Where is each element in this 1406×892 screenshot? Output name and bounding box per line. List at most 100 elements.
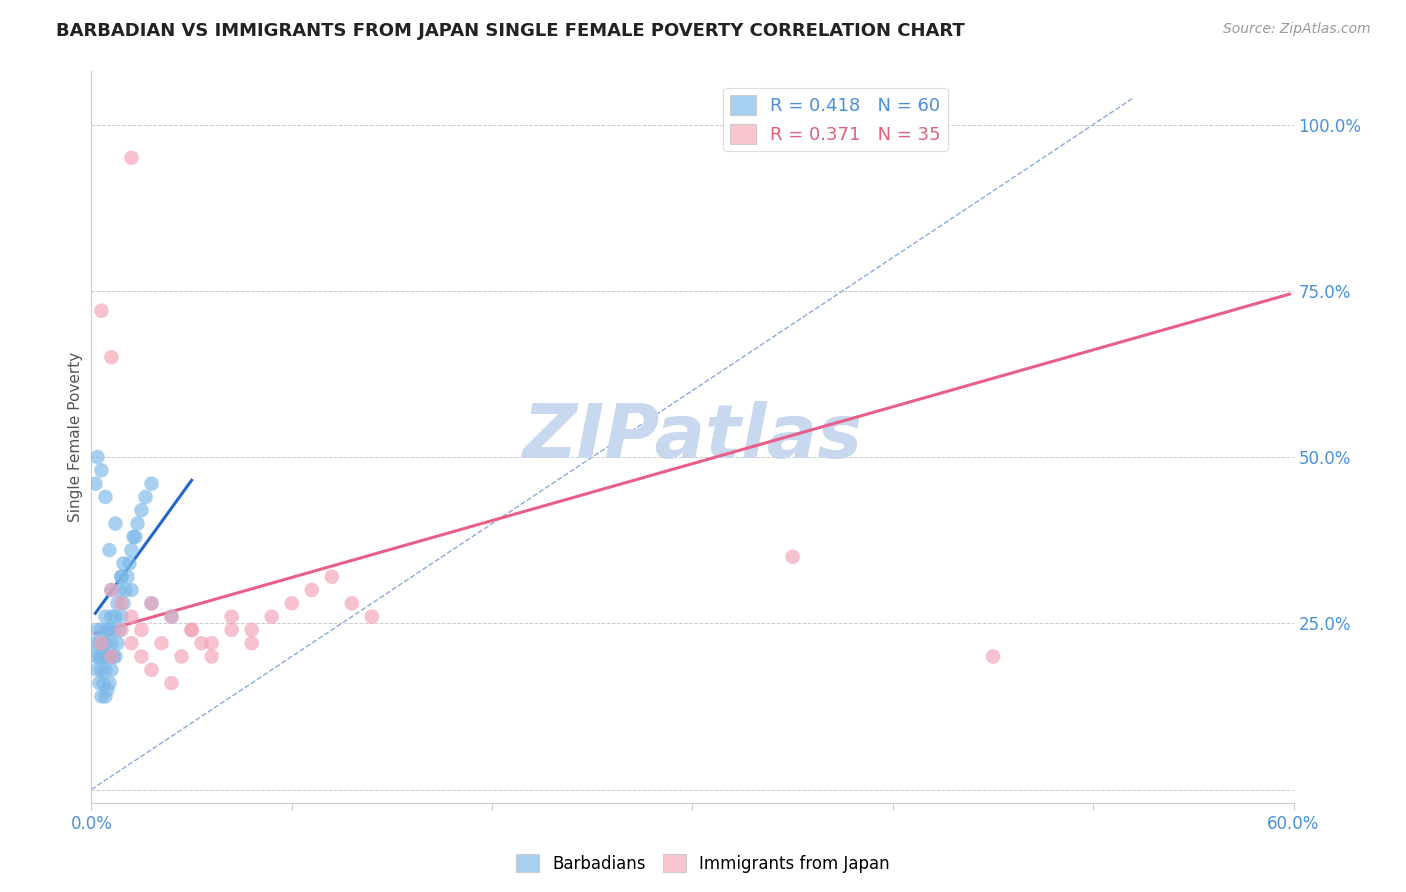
Point [150,636,173,650]
Point [121,151,143,165]
Point [86,623,108,637]
Point [131,649,153,664]
Point [221,623,243,637]
Point [141,596,163,610]
Point [93,649,115,664]
Text: Source: ZipAtlas.com: Source: ZipAtlas.com [1223,22,1371,37]
Point [127,516,149,531]
Point [110,570,132,584]
Text: ZIPatlas: ZIPatlas [523,401,862,474]
Point [121,636,143,650]
Point [131,623,153,637]
Point [110,623,132,637]
Point [104,649,127,664]
Text: BARBADIAN VS IMMIGRANTS FROM JAPAN SINGLE FEMALE POVERTY CORRELATION CHART: BARBADIAN VS IMMIGRANTS FROM JAPAN SINGL… [56,22,965,40]
Point [301,582,323,597]
Point [100,636,122,650]
Point [118,557,141,571]
Point [121,543,143,558]
Point [89,636,111,650]
Point [134,490,156,504]
Point [98,623,121,637]
Point [93,676,115,690]
Point [260,609,283,624]
Point [131,503,153,517]
Legend: Barbadians, Immigrants from Japan: Barbadians, Immigrants from Japan [509,847,897,880]
Point [100,649,122,664]
Point [86,663,108,677]
Point [96,623,118,637]
Point [100,609,122,624]
Point [160,609,183,624]
Point [240,623,263,637]
Point [100,582,122,597]
Point [190,636,212,650]
Point [90,303,112,318]
Point [180,623,202,637]
Point [281,596,304,610]
Point [112,596,135,610]
Point [981,649,1004,664]
Point [100,663,122,677]
Point [89,649,111,664]
Point [121,609,143,624]
Point [84,649,107,664]
Point [100,351,122,365]
Point [90,636,112,650]
Point [170,649,193,664]
Point [108,582,131,597]
Point [100,582,122,597]
Point [122,530,145,544]
Point [103,623,125,637]
Point [90,623,112,637]
Point [107,636,129,650]
Point [96,682,118,697]
Y-axis label: Single Female Poverty: Single Female Poverty [67,352,83,522]
Point [141,476,163,491]
Point [104,516,127,531]
Point [94,636,117,650]
Point [94,690,117,704]
Point [86,450,108,464]
Point [221,609,243,624]
Point [201,636,224,650]
Point [94,490,117,504]
Point [141,663,163,677]
Point [94,663,117,677]
Point [89,676,111,690]
Point [110,570,132,584]
Legend: R = 0.418   N = 60, R = 0.371   N = 35: R = 0.418 N = 60, R = 0.371 N = 35 [723,87,948,151]
Point [240,636,263,650]
Point [110,609,132,624]
Point [104,609,127,624]
Point [114,582,136,597]
Point [107,596,129,610]
Point [93,636,115,650]
Point [84,476,107,491]
Point [340,596,363,610]
Point [90,649,112,664]
Point [782,549,804,564]
Point [110,596,132,610]
Point [160,676,183,690]
Point [121,582,143,597]
Point [90,463,112,477]
Point [124,530,146,544]
Point [180,623,202,637]
Point [117,570,139,584]
Point [98,543,121,558]
Point [94,609,117,624]
Point [98,649,121,664]
Point [141,596,163,610]
Point [160,609,183,624]
Point [321,570,343,584]
Point [82,636,104,650]
Point [96,649,118,664]
Point [98,676,121,690]
Point [360,609,382,624]
Point [108,623,131,637]
Point [103,649,125,664]
Point [201,649,224,664]
Point [90,663,112,677]
Point [112,557,135,571]
